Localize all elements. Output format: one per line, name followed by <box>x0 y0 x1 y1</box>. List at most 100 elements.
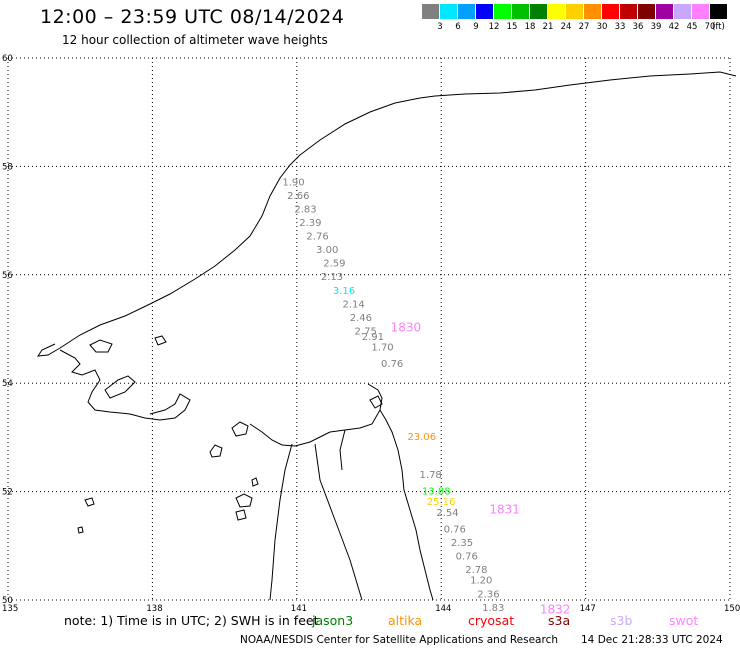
legend-swatch <box>710 4 727 19</box>
legend-label: 15 <box>506 22 518 32</box>
legend-label: 70 <box>704 22 716 32</box>
legend-label: 30 <box>596 22 608 32</box>
coastline-segment <box>209 444 223 458</box>
legend-swatch <box>638 4 655 19</box>
coastline <box>36 71 737 601</box>
wave-height-label: 23.06 <box>408 432 437 443</box>
satellite-s3a-label: s3a <box>548 613 571 628</box>
legend-label: 36 <box>632 22 644 32</box>
coastline-segment <box>235 509 247 521</box>
legend-swatch <box>602 4 619 19</box>
note-text: note: 1) Time is in UTC; 2) SWH is in fe… <box>64 613 319 628</box>
lon-tick-label: 150 <box>724 604 740 614</box>
legend-swatch <box>512 4 529 19</box>
legend-label: 9 <box>473 22 479 32</box>
coastline-segment <box>36 343 61 357</box>
coastline-segment <box>314 443 363 601</box>
generated-timestamp: 14 Dec 21:28:33 UTC 2024 <box>581 634 723 646</box>
legend-label: 3 <box>437 22 443 32</box>
wave-height-label: 3.16 <box>333 286 355 297</box>
legend-label: 24 <box>560 22 572 32</box>
wave-height-label: 2.14 <box>343 299 365 310</box>
coastline-segment <box>154 335 167 346</box>
lat-tick-label: 58 <box>2 162 13 172</box>
legend-label: 33 <box>614 22 626 32</box>
chart-title: 12:00 – 23:59 UTC 08/14/2024 <box>40 6 345 28</box>
wave-height-label: 1.90 <box>282 177 304 188</box>
satellite-altika-label: altika <box>388 613 423 628</box>
coastline-segment <box>269 443 293 601</box>
satellite-cryosat-label: cryosat <box>468 613 515 628</box>
coastline-segment <box>235 493 253 508</box>
wave-height-label: 2.13 <box>321 272 343 283</box>
coastline-segment <box>104 375 136 399</box>
coastline-segment <box>251 477 259 487</box>
wave-height-label: 2.39 <box>299 218 321 229</box>
wave-height-label: 2.54 <box>436 508 458 519</box>
lat-tick-label: 50 <box>2 596 13 606</box>
legend-swatch <box>440 4 457 19</box>
legend-swatch <box>674 4 691 19</box>
legend-label: 21 <box>542 22 554 32</box>
coastline-segment <box>59 71 737 349</box>
legend-swatch <box>422 4 439 19</box>
coastline-segment <box>89 339 113 353</box>
legend-label: 42 <box>668 22 680 32</box>
coastline-segment <box>329 383 383 433</box>
pass-time-label: 1831 <box>489 502 520 516</box>
wave-height-label: 2.91 <box>362 332 384 343</box>
coastline-segment <box>339 429 346 471</box>
legend-label: 27 <box>578 22 590 32</box>
satellite-s3b-label: s3b <box>610 613 633 628</box>
lon-tick-label: 144 <box>435 604 451 614</box>
wave-height-label: 25.16 <box>427 497 456 508</box>
wave-height-label: 2.78 <box>465 565 487 576</box>
legend-unit: (ft) <box>712 22 725 32</box>
coastline-segment <box>84 497 95 507</box>
wave-height-label: 2.75 <box>355 326 377 337</box>
wave-height-label: 2.76 <box>306 232 328 243</box>
legend-swatch <box>566 4 583 19</box>
legend-label: 6 <box>455 22 461 32</box>
wave-height-label: 2.35 <box>451 538 473 549</box>
wave-height-label: 2.36 <box>477 589 499 600</box>
pass-time-label: 1832 <box>540 603 571 617</box>
wave-height-label: 1.20 <box>470 576 492 587</box>
wave-height-observations: 1.90 2.66 2.83 2.39 2.76 3.00 2.59 2.13 3.16 2.14… <box>282 177 504 613</box>
wave-height-label: 0.76 <box>456 551 478 562</box>
wave-height-label: 1.70 <box>371 343 393 354</box>
wave-height-label: 0.76 <box>381 359 403 370</box>
legend-swatch <box>692 4 709 19</box>
wave-height-label: 13.88 <box>422 486 451 497</box>
lat-tick-label: 56 <box>2 271 13 281</box>
wave-height-label: 2.46 <box>350 313 372 324</box>
legend-swatch <box>476 4 493 19</box>
legend-label: 39 <box>650 22 662 32</box>
lon-tick-label: 138 <box>146 604 162 614</box>
coastline-segment <box>379 409 434 601</box>
legend-label: 45 <box>686 22 698 32</box>
coastline-segment <box>249 423 331 447</box>
pass-time-labels: 1830 1831 1832 <box>391 321 571 617</box>
wave-height-label: 3.00 <box>316 245 338 256</box>
wave-height-label: 2.59 <box>323 259 345 270</box>
coastline-segment <box>231 421 249 437</box>
legend-swatch <box>620 4 637 19</box>
coastline-segment <box>59 349 191 421</box>
chart-subtitle: 12 hour collection of altimeter wave hei… <box>62 33 328 47</box>
legend-swatch <box>548 4 565 19</box>
legend-swatch <box>584 4 601 19</box>
lat-tick-label: 52 <box>2 488 13 498</box>
lat-tick-label: 54 <box>2 379 13 389</box>
legend-swatch <box>530 4 547 19</box>
wave-height-label: 2.83 <box>294 204 316 215</box>
lon-tick-label: 135 <box>2 604 18 614</box>
legend-swatch <box>494 4 511 19</box>
map-gridlines <box>7 57 731 601</box>
wave-height-label: 1.83 <box>482 603 504 614</box>
legend-swatch <box>458 4 475 19</box>
satellite-swot-label: swot <box>669 613 699 628</box>
lon-tick-label: 147 <box>580 604 596 614</box>
